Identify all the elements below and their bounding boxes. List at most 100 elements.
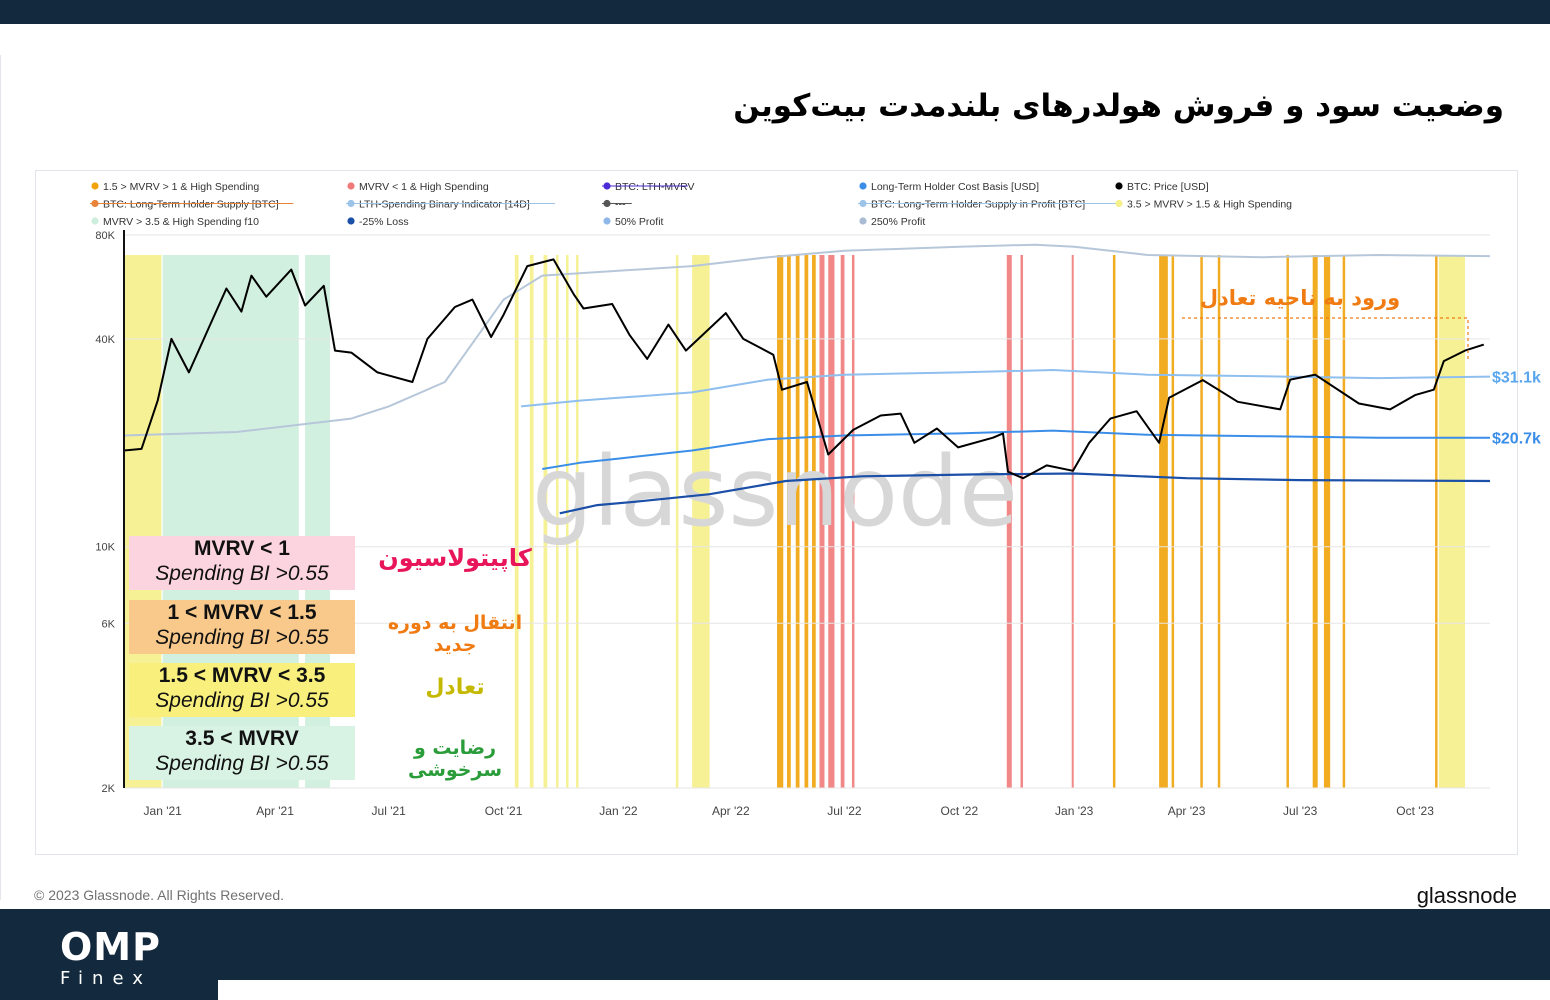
series-line	[123, 243, 1491, 437]
phase-mvrv-range: 1.5 < MVRV < 3.5	[158, 664, 326, 687]
legend-label: 250% Profit	[871, 216, 925, 228]
legend-label: BTC: Price [USD]	[1127, 181, 1209, 193]
band-bar	[556, 255, 559, 788]
phase-label: انتقال به دوره جدید	[387, 612, 523, 656]
band-bar	[795, 255, 800, 788]
band-bar	[1171, 255, 1175, 788]
series-line	[559, 472, 1491, 515]
legend-label: BTC: Long-Term Holder Supply in Profit […	[871, 199, 1085, 211]
legend-dot	[1115, 199, 1123, 208]
band-bar	[804, 255, 809, 788]
phase-spending-condition: Spending BI >0.55	[155, 752, 329, 775]
series-line	[542, 429, 1490, 470]
band-bar	[675, 255, 679, 788]
legend-label: LTH-Spending Binary Indicator [14D]	[359, 199, 530, 211]
band-bar	[1435, 255, 1438, 788]
legend-label: ---	[615, 199, 626, 211]
legend-dot	[347, 217, 355, 225]
end-value-label: $31.1k	[1492, 370, 1541, 387]
phase-spending-condition: Spending BI >0.55	[155, 626, 329, 649]
legend-label: MVRV > 3.5 & High Spending f10	[103, 216, 259, 228]
x-tick-label: Jan '22	[599, 804, 638, 818]
band-bar	[777, 255, 784, 788]
legend-dot	[91, 217, 99, 225]
legend-dot	[1115, 182, 1123, 190]
band-bar	[787, 255, 791, 788]
band-bar	[811, 255, 816, 788]
y-tick-label: 6K	[102, 618, 116, 630]
page-divider	[0, 55, 1, 900]
legend-label: BTC: LTH-MVRV	[615, 181, 695, 193]
band-bar	[576, 255, 579, 788]
y-tick-label: 2K	[102, 783, 116, 795]
x-tick-label: Jan '23	[1055, 804, 1094, 818]
legend-dot	[859, 217, 867, 225]
y-tick-label: 10K	[95, 542, 115, 554]
band-bar	[1438, 255, 1466, 788]
phase-mvrv-range: MVRV < 1	[194, 537, 290, 560]
gridlines	[124, 234, 1490, 789]
x-tick-label: Oct '23	[1396, 804, 1434, 818]
band-bar	[1159, 255, 1168, 788]
legend-label: MVRV < 1 & High Spending	[359, 181, 489, 193]
logo-sub: Finex	[60, 968, 152, 989]
legend-label: BTC: Long-Term Holder Supply [BTC]	[103, 199, 279, 211]
band-bar	[851, 255, 855, 788]
x-tick-label: Oct '21	[485, 804, 523, 818]
legend-label: 3.5 > MVRV > 1.5 & High Spending	[1127, 199, 1292, 211]
band-bar	[1286, 255, 1289, 788]
phase-box: 1 < MVRV < 1.5 Spending BI >0.55	[129, 600, 355, 654]
phase-label: رضایت و سرخوشی	[407, 737, 503, 781]
legend: 1.5 > MVRV > 1 & High Spending MVRV < 1 &…	[90, 181, 1292, 228]
phase-spending-condition: Spending BI >0.55	[155, 689, 329, 712]
phase-box: 3.5 < MVRV Spending BI >0.55	[129, 726, 355, 780]
band-bar	[1312, 255, 1318, 788]
band-bar	[1323, 255, 1331, 788]
band-bar	[1342, 255, 1346, 788]
end-labels: $31.1k $20.7k	[1492, 370, 1541, 448]
legend-label: Long-Term Holder Cost Basis [USD]	[871, 181, 1039, 193]
band-bar	[692, 255, 710, 788]
end-value-label: $20.7k	[1492, 431, 1541, 448]
bottom-strip	[218, 980, 1550, 1000]
phase-spending-condition: Spending BI >0.55	[155, 562, 329, 585]
x-tick-label: Apr '21	[256, 804, 294, 818]
phase-label: تعادل	[425, 675, 485, 700]
band-bar	[1071, 255, 1074, 788]
equilibrium-callout: ورود به ناحیه تعادل	[1199, 286, 1401, 310]
copyright: © 2023 Glassnode. All Rights Reserved.	[34, 887, 285, 903]
watermark: glassnode	[532, 436, 1018, 548]
band-bar	[1020, 255, 1024, 788]
x-tick-label: Apr '22	[712, 804, 750, 818]
x-tick-label: Jan '21	[144, 804, 183, 818]
top-bar	[0, 0, 1550, 24]
band-bar	[1200, 255, 1203, 788]
band-bar	[819, 255, 825, 788]
series-line	[521, 369, 1491, 408]
logo-main: OMP	[60, 925, 161, 969]
x-tick-label: Jul '23	[1283, 804, 1318, 818]
x-tick-label: Oct '22	[941, 804, 979, 818]
series-lines	[123, 243, 1491, 515]
band-bar	[514, 255, 519, 788]
x-tick-label: Jul '22	[827, 804, 862, 818]
legend-label: 1.5 > MVRV > 1 & High Spending	[103, 181, 259, 193]
band-bar	[529, 255, 534, 788]
band-bar	[1006, 255, 1012, 788]
glassnode-logo: glassnode	[1416, 883, 1517, 908]
legend-dot	[859, 182, 867, 190]
phase-mvrv-range: 1 < MVRV < 1.5	[167, 601, 317, 624]
legend-dot	[91, 182, 99, 190]
y-tick-label: 40K	[95, 334, 115, 346]
omp-finex-logo: OMP Finex	[60, 928, 161, 990]
band-bar	[828, 255, 835, 788]
series-line	[123, 258, 1485, 480]
legend-dot	[603, 217, 611, 225]
band-bar	[840, 255, 845, 788]
phase-box: MVRV < 1 Spending BI >0.55	[129, 536, 355, 590]
legend-label: -25% Loss	[359, 216, 409, 228]
legend-label: 50% Profit	[615, 216, 664, 228]
band-bar	[1217, 255, 1221, 788]
page-title: وضعیت سود و فروش هولدرهای بلندمدت بیت‌کو…	[733, 88, 1504, 124]
